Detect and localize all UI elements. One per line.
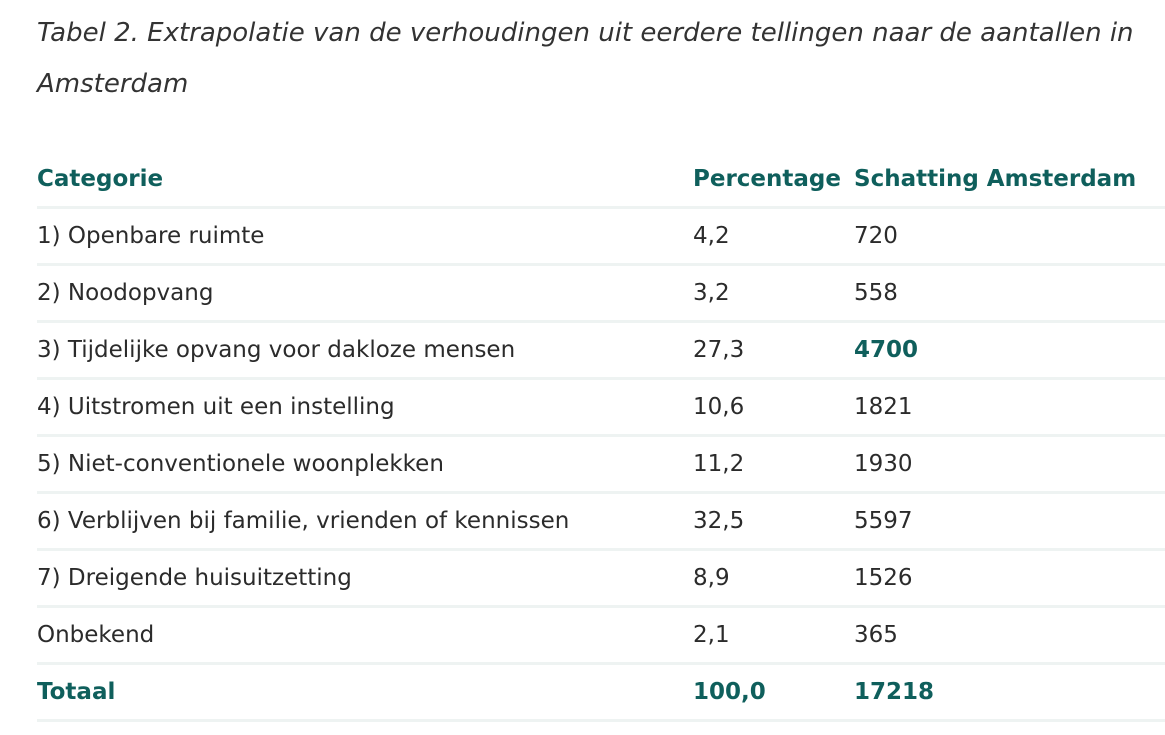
total-percentage: 100,0 <box>693 663 854 722</box>
cell-percentage: 32,5 <box>693 492 854 551</box>
cell-percentage: 2,1 <box>693 606 854 665</box>
cell-percentage: 11,2 <box>693 435 854 494</box>
table-caption: Tabel 2. Extrapolatie van de verhoudinge… <box>37 18 1134 99</box>
total-label: Totaal <box>37 663 693 722</box>
cell-categorie: 4) Uitstromen uit een instelling <box>37 378 693 437</box>
table-row: Onbekend 2,1 365 <box>37 606 1165 665</box>
total-row: Totaal 100,0 17218 <box>37 663 1165 722</box>
data-table: Categorie Percentage Schatting Amsterdam… <box>37 152 1165 722</box>
table-row: 1) Openbare ruimte 4,2 720 <box>37 207 1165 266</box>
cell-categorie: 3) Tijdelijke opvang voor dakloze mensen <box>37 321 693 380</box>
cell-schatting-highlighted: 4700 <box>854 321 1165 380</box>
cell-percentage: 3,2 <box>693 264 854 323</box>
cell-schatting: 1930 <box>854 435 1165 494</box>
cell-schatting: 5597 <box>854 492 1165 551</box>
header-row: Categorie Percentage Schatting Amsterdam <box>37 152 1165 209</box>
header-schatting: Schatting Amsterdam <box>854 152 1165 209</box>
total-schatting: 17218 <box>854 663 1165 722</box>
cell-percentage: 27,3 <box>693 321 854 380</box>
cell-schatting: 1526 <box>854 549 1165 608</box>
header-categorie: Categorie <box>37 152 693 209</box>
cell-schatting: 558 <box>854 264 1165 323</box>
cell-schatting: 365 <box>854 606 1165 665</box>
table-row: 3) Tijdelijke opvang voor dakloze mensen… <box>37 321 1165 380</box>
table-row: 2) Noodopvang 3,2 558 <box>37 264 1165 323</box>
cell-categorie: 6) Verblijven bij familie, vrienden of k… <box>37 492 693 551</box>
table-row: 4) Uitstromen uit een instelling 10,6 18… <box>37 378 1165 437</box>
cell-categorie: 2) Noodopvang <box>37 264 693 323</box>
cell-categorie: 7) Dreigende huisuitzetting <box>37 549 693 608</box>
cell-schatting: 1821 <box>854 378 1165 437</box>
cell-percentage: 10,6 <box>693 378 854 437</box>
cell-categorie: Onbekend <box>37 606 693 665</box>
table-row: 6) Verblijven bij familie, vrienden of k… <box>37 492 1165 551</box>
table-row: 7) Dreigende huisuitzetting 8,9 1526 <box>37 549 1165 608</box>
cell-percentage: 4,2 <box>693 207 854 266</box>
cell-categorie: 1) Openbare ruimte <box>37 207 693 266</box>
header-percentage: Percentage <box>693 152 854 209</box>
cell-categorie: 5) Niet-conventionele woonplekken <box>37 435 693 494</box>
table-row: 5) Niet-conventionele woonplekken 11,2 1… <box>37 435 1165 494</box>
cell-schatting: 720 <box>854 207 1165 266</box>
cell-percentage: 8,9 <box>693 549 854 608</box>
